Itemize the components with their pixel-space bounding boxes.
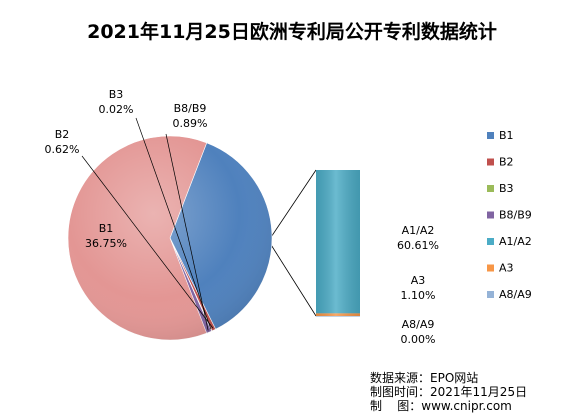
data-label-value-b3: 0.02% — [99, 103, 134, 116]
data-label-value-b1: 36.75% — [85, 237, 127, 250]
legend-swatch-b8-b9 — [487, 212, 494, 219]
data-label-value-a3: 1.10% — [401, 289, 436, 302]
data-label-name-b8-b9: B8/B9 — [174, 102, 207, 115]
legend-swatch-a8-a9 — [487, 291, 494, 298]
legend: B1 B2 B3 B8/B9 A1/A2 A3 A8/A9 — [487, 129, 532, 301]
legend-swatch-b2 — [487, 159, 494, 166]
legend-label-b3: B3 — [499, 182, 514, 195]
data-label-value-a8-a9: 0.00% — [401, 333, 436, 346]
data-label-name-b3: B3 — [109, 88, 124, 101]
data-label-name-b1: B1 — [99, 222, 114, 235]
legend-label-a8-a9: A8/A9 — [499, 288, 532, 301]
stacked-bar — [316, 170, 360, 317]
bar-shading — [316, 170, 360, 316]
data-label-value-b2: 0.62% — [45, 143, 80, 156]
legend-label-b8-b9: B8/B9 — [499, 209, 532, 222]
bar-segment-a8-a9 — [316, 316, 360, 317]
chart-date-line: 制图时间：2021年11月25日 — [370, 385, 527, 399]
data-label-name-a3: A3 — [411, 274, 426, 287]
legend-swatch-b3 — [487, 185, 494, 192]
legend-label-a3: A3 — [499, 262, 514, 275]
chart-title: 2021年11月25日欧洲专利局公开专利数据统计 — [87, 20, 497, 43]
legend-swatch-a3 — [487, 265, 494, 272]
data-label-value-a1-a2: 60.61% — [397, 239, 439, 252]
data-label-name-b2: B2 — [55, 128, 70, 141]
legend-label-a1-a2: A1/A2 — [499, 235, 532, 248]
data-label-value-b8-b9: 0.89% — [173, 117, 208, 130]
legend-swatch-b1 — [487, 132, 494, 139]
legend-label-b2: B2 — [499, 156, 514, 169]
author-line: 制 图：www.cnipr.com — [370, 399, 512, 413]
source-line: 数据来源：EPO网站 — [370, 371, 478, 385]
legend-swatch-a1-a2 — [487, 238, 494, 245]
data-label-name-a8-a9: A8/A9 — [402, 318, 435, 331]
legend-label-b1: B1 — [499, 129, 514, 142]
data-label-name-a1-a2: A1/A2 — [402, 224, 435, 237]
